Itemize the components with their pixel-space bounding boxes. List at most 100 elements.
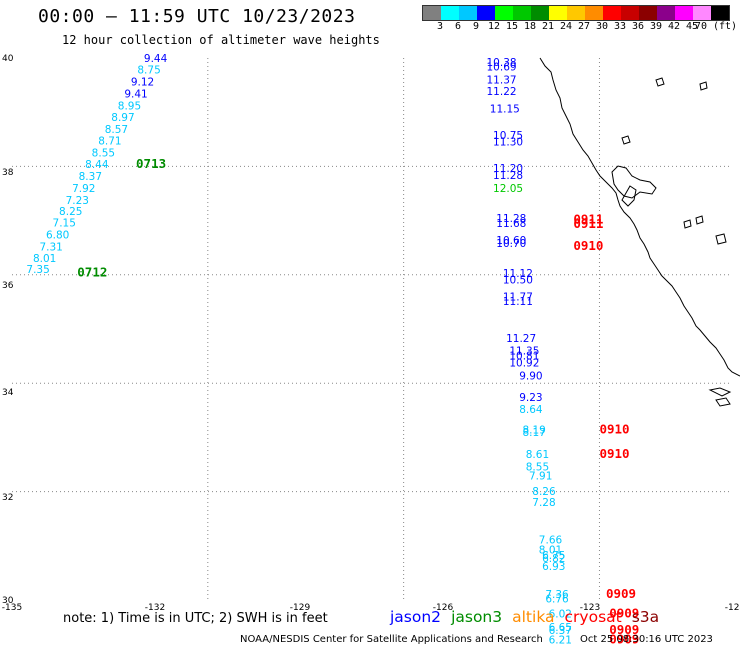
- wave-height-value: 11.11: [503, 296, 533, 308]
- legend-entry: cryosat: [564, 608, 622, 626]
- lake-outline: [715, 397, 731, 407]
- wave-height-value: 12.05: [493, 183, 523, 195]
- wave-height-value: 7.15: [53, 218, 76, 230]
- lake-outline: [715, 233, 727, 245]
- wave-height-value: 9.23: [519, 392, 542, 404]
- scale-swatch: [459, 6, 477, 20]
- lat-tick-label: 36: [2, 281, 14, 291]
- scale-swatch: [585, 6, 603, 20]
- scale-swatch: [441, 6, 459, 20]
- wave-height-value: 7.31: [39, 241, 62, 253]
- pass-time-label: 0910: [599, 446, 629, 461]
- wave-height-value: 10.81: [509, 350, 539, 362]
- color-scale-labels: 3 6 9 12 15 18 21 24 27 30 33 36 39 42 45 70 (ft): [422, 21, 737, 35]
- lake-outline: [708, 387, 732, 397]
- wave-height-value: 11.28: [496, 213, 526, 225]
- lat-tick-label: 34: [2, 388, 14, 398]
- observation-layer: 9.448.759.129.418.958.978.578.718.558.44…: [26, 53, 572, 647]
- wave-height-value: 11.20: [493, 163, 523, 175]
- wave-height-value: 8.17: [522, 427, 545, 439]
- lon-tick-label: -124: [725, 603, 740, 613]
- wave-height-value: 11.37: [487, 74, 517, 86]
- page-subtitle: 12 hour collection of altimeter wave hei…: [62, 33, 380, 47]
- wave-height-value: 9.41: [124, 89, 147, 101]
- lat-tick-label: 30: [2, 596, 14, 606]
- map-axes: 30 32 34 36 38 40 -135 -132 -129 -126 -123 -124: [2, 54, 740, 613]
- wave-height-value: 6.93: [542, 561, 565, 573]
- wave-height-value: 8.64: [519, 404, 543, 416]
- wave-height-value: 6.37: [549, 625, 572, 637]
- wave-height-value: 8.44: [85, 159, 109, 171]
- wave-height-value: 11.30: [493, 136, 523, 148]
- wave-height-value: 6.02: [549, 608, 572, 620]
- scale-label: 70 (ft): [694, 21, 738, 32]
- scale-label: 9: [472, 21, 480, 32]
- wave-height-value: 8.01: [539, 544, 562, 556]
- legend-entry: jason3: [451, 608, 503, 626]
- scale-swatch: [423, 6, 441, 20]
- lake-outline: [621, 135, 631, 145]
- california-coastline: [539, 57, 740, 377]
- pass-time-label: 0911: [573, 211, 603, 226]
- wave-height-value: 6.75: [542, 550, 565, 562]
- scale-label: 15: [505, 21, 519, 32]
- time-label-layer: 0713071209110911091009100910090909090909…: [77, 156, 639, 646]
- wave-height-value: 7.92: [72, 183, 95, 195]
- wave-height-value: 11.12: [503, 268, 533, 280]
- wave-height-value: 8.71: [98, 136, 121, 148]
- wave-height-value: 11.77: [503, 291, 533, 303]
- scale-label: 45: [685, 21, 699, 32]
- lake-outline: [695, 215, 704, 225]
- lon-tick-label: -129: [290, 603, 311, 613]
- scale-swatch: [495, 6, 513, 20]
- scale-swatch: [567, 6, 585, 20]
- scale-label: 21: [541, 21, 555, 32]
- wave-height-value: 10.92: [509, 357, 539, 369]
- lat-tick-label: 40: [2, 54, 14, 64]
- pass-time-label: 0909: [609, 622, 639, 637]
- scale-swatch: [621, 6, 639, 20]
- wave-height-value: 8.55: [526, 461, 549, 473]
- wave-height-value: 11.35: [509, 345, 539, 357]
- san-francisco-bay: [611, 165, 657, 199]
- wave-height-value: 10.75: [493, 130, 523, 142]
- wave-height-value: 11.27: [506, 333, 536, 345]
- legend-entry: altika: [512, 608, 555, 626]
- wave-height-value: 11.15: [490, 104, 520, 116]
- scale-label: 27: [577, 21, 591, 32]
- wave-height-value: 8.95: [118, 100, 141, 112]
- pass-time-label: 0911: [573, 216, 603, 231]
- scale-swatch: [693, 6, 711, 20]
- scale-label: 18: [523, 21, 537, 32]
- wave-height-value: 10.38: [487, 57, 517, 69]
- coastline: [539, 57, 740, 407]
- lat-tick-label: 38: [2, 168, 14, 178]
- wave-height-value: 8.61: [526, 449, 549, 461]
- wave-height-value: 7.36: [545, 589, 569, 601]
- pass-time-label: 0909: [606, 586, 636, 601]
- scale-swatch: [657, 6, 675, 20]
- wave-height-value: 6.76: [545, 594, 569, 606]
- wave-height-value: 8.37: [79, 171, 102, 183]
- lon-tick-label: -132: [145, 603, 165, 613]
- lon-tick-label: -123: [580, 603, 600, 613]
- wave-height-value: 10.69: [487, 61, 517, 73]
- scale-label: 42: [667, 21, 681, 32]
- pass-time-label: 0909: [609, 605, 639, 620]
- pass-time-label: 0910: [573, 238, 603, 253]
- wave-height-value: 11.22: [487, 86, 517, 98]
- lat-tick-label: 32: [2, 493, 13, 503]
- wave-height-value: 6.21: [549, 634, 572, 646]
- scale-swatch: [603, 6, 621, 20]
- satellite-legend: jason2 jason3 altika cryosat s3a: [390, 608, 669, 626]
- lake-outline: [699, 81, 708, 91]
- scale-swatch: [513, 6, 531, 20]
- scale-swatch: [639, 6, 657, 20]
- wave-height-value: 7.23: [66, 195, 89, 207]
- wave-height-value: 8.01: [33, 253, 56, 265]
- wave-height-value: 9.90: [519, 370, 542, 382]
- scale-label: 30: [595, 21, 609, 32]
- lake-outline: [683, 219, 692, 229]
- wave-height-value: 7.91: [529, 471, 552, 483]
- scale-label: 33: [613, 21, 627, 32]
